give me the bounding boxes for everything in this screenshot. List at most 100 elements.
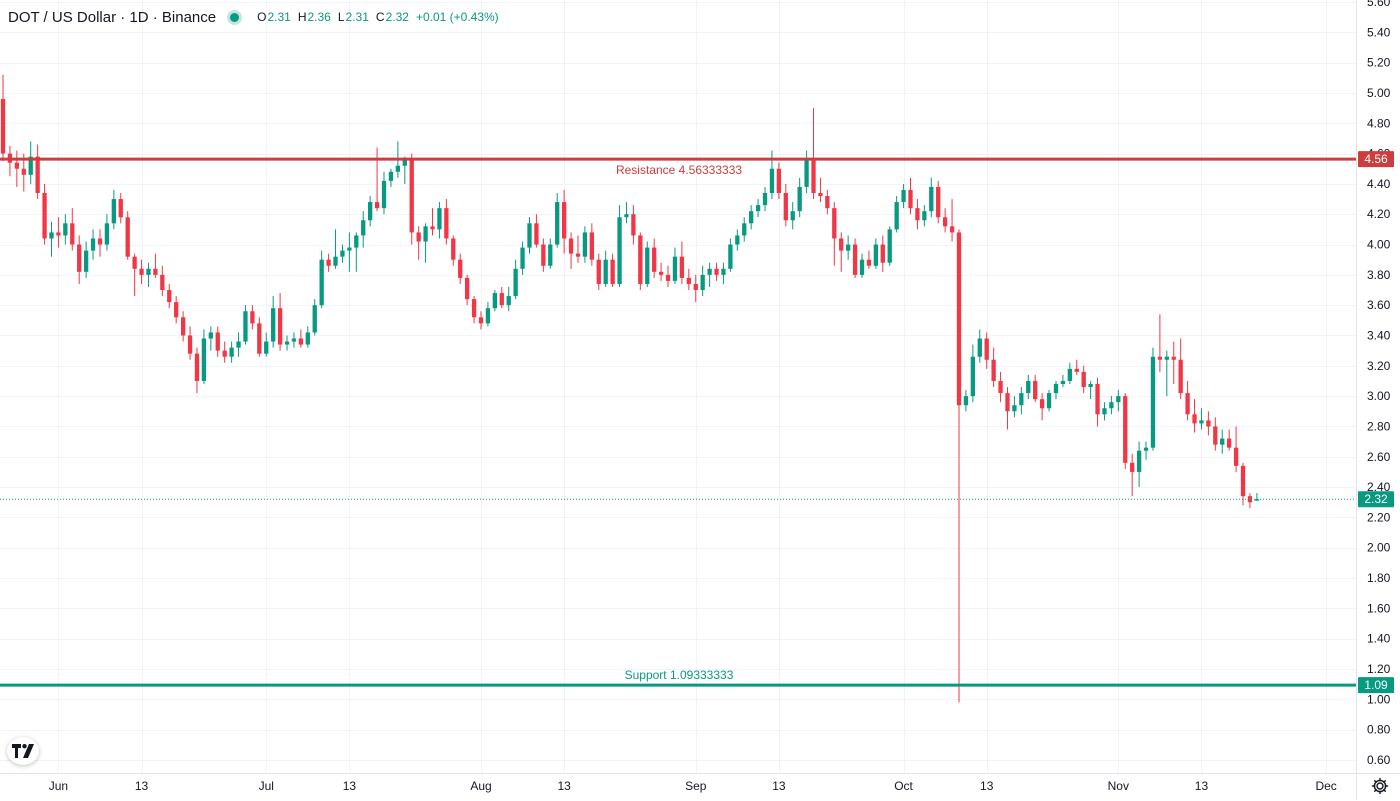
candle-body	[298, 338, 304, 345]
candle-body	[970, 356, 975, 397]
candle-body	[423, 226, 428, 242]
x-tick-label: Jun	[49, 779, 68, 793]
candle-body	[1060, 380, 1066, 384]
candle-body	[949, 226, 955, 233]
candle-body	[222, 350, 227, 357]
candle-body	[936, 186, 941, 218]
candle-body	[901, 189, 906, 203]
x-tick-label: Nov	[1108, 779, 1129, 793]
y-tick-label: 5.20	[1367, 56, 1391, 70]
candle-body	[395, 165, 401, 172]
candle-body	[56, 232, 61, 236]
candle-body	[866, 259, 872, 266]
candle-body	[312, 305, 317, 333]
y-tick-label: 0.80	[1367, 723, 1391, 737]
candle-body	[1033, 380, 1038, 400]
y-tick-label: 3.40	[1367, 328, 1391, 342]
high-value: 2.36	[307, 10, 331, 24]
candle-body	[49, 232, 54, 239]
candle-body	[700, 274, 705, 291]
candle-body	[769, 168, 775, 193]
candle-body	[1026, 380, 1031, 394]
y-tick-label: 2.20	[1367, 510, 1391, 524]
candle-body	[368, 202, 373, 221]
candle-body	[728, 244, 733, 269]
candle-body	[264, 341, 269, 354]
candle-body	[1095, 384, 1100, 415]
candle-body	[381, 180, 387, 209]
candle-body	[887, 229, 892, 263]
candle-body	[852, 244, 858, 275]
tradingview-logo-icon[interactable]	[7, 737, 39, 765]
candle-body	[430, 226, 435, 230]
candle-body	[416, 232, 421, 242]
high-label: H	[297, 10, 307, 24]
y-tick-label: 5.00	[1367, 86, 1391, 100]
candle-body	[402, 159, 407, 166]
y-tick-label: 4.40	[1367, 177, 1391, 191]
candle-body	[485, 308, 491, 324]
candle-body	[575, 253, 581, 257]
candle-body	[762, 193, 768, 206]
symbol-title[interactable]: DOT / US Dollar · 1D · Binance	[8, 8, 217, 26]
candle-body	[783, 193, 788, 221]
y-tick-label: 3.60	[1367, 298, 1391, 312]
resistance-label: Resistance 4.56333333	[616, 163, 742, 177]
candle-body	[839, 238, 844, 251]
y-tick-label: 1.80	[1367, 571, 1391, 585]
candle-body	[250, 311, 255, 324]
candle-body	[77, 244, 82, 272]
candle-body	[631, 214, 636, 236]
candle-body	[693, 283, 698, 291]
y-tick-label: 3.00	[1367, 389, 1391, 403]
candle-body	[963, 396, 969, 406]
symbol-legend: DOT / US Dollar · 1D · Binance O 2.31 H …	[8, 7, 506, 27]
candle-body	[1220, 438, 1225, 445]
candle-body	[561, 202, 567, 239]
candle-body	[1039, 399, 1045, 409]
x-tick-label: 13	[343, 779, 357, 793]
candle-body	[1074, 368, 1079, 372]
candle-body	[1213, 426, 1218, 445]
candle-body	[63, 223, 68, 236]
candle-body	[832, 208, 837, 239]
candle-body	[1192, 414, 1197, 424]
candle-body	[1116, 396, 1121, 403]
candle-body	[665, 274, 671, 281]
candle-body	[1130, 462, 1135, 472]
candle-body	[1227, 438, 1232, 448]
low-label: L	[337, 10, 345, 24]
candle-body	[1109, 402, 1114, 409]
candle-body	[977, 338, 982, 357]
candle-body	[118, 199, 123, 218]
last-price-badge	[1358, 491, 1394, 508]
settings-gear-icon[interactable]	[1370, 776, 1390, 796]
support-price-badge	[1358, 677, 1394, 694]
candle-body	[1247, 496, 1253, 503]
x-tick-label: Oct	[894, 779, 913, 793]
candle-body	[811, 159, 816, 193]
candle-body	[125, 217, 130, 257]
candle-body	[215, 332, 220, 351]
candle-body	[1171, 356, 1176, 360]
candle-body	[187, 335, 193, 354]
candle-body	[1206, 420, 1211, 427]
candle-body	[104, 223, 110, 245]
candle-body	[825, 196, 830, 209]
candle-body	[991, 359, 996, 381]
candle-body	[582, 232, 588, 257]
candle-body	[437, 208, 442, 230]
y-tick-label: 3.20	[1367, 359, 1391, 373]
candle-body	[541, 244, 546, 266]
candle-body	[1185, 393, 1190, 415]
candle-body	[1150, 356, 1156, 448]
y-tick-label: 2.40	[1367, 480, 1391, 494]
candle-body	[229, 347, 234, 357]
candle-body	[672, 256, 678, 281]
resistance-price-badge	[1358, 151, 1394, 168]
candle-body	[42, 193, 47, 239]
candle-body	[658, 271, 664, 275]
candle-body	[714, 268, 719, 275]
